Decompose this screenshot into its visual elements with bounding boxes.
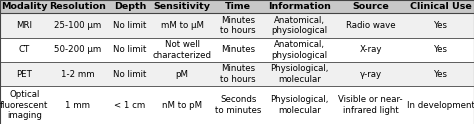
Text: 1-2 mm: 1-2 mm: [61, 70, 94, 79]
Text: Source: Source: [352, 2, 389, 11]
Text: 25-100 μm: 25-100 μm: [54, 21, 101, 30]
Text: PET: PET: [16, 70, 32, 79]
Text: In development: In development: [407, 101, 474, 110]
Bar: [0, 14, 474, 38]
Bar: [0, 0, 474, 14]
Text: pM: pM: [176, 70, 189, 79]
Text: Minutes: Minutes: [221, 45, 255, 54]
Text: γ-ray: γ-ray: [360, 70, 382, 79]
Text: X-ray: X-ray: [360, 45, 382, 54]
Text: No limit: No limit: [113, 45, 146, 54]
Text: < 1 cm: < 1 cm: [114, 101, 146, 110]
Text: Clinical Use: Clinical Use: [410, 2, 472, 11]
Text: MRI: MRI: [16, 21, 32, 30]
Text: Minutes
to hours: Minutes to hours: [220, 16, 256, 35]
Bar: [0, 86, 474, 124]
Text: Yes: Yes: [434, 45, 448, 54]
Text: nM to pM: nM to pM: [162, 101, 202, 110]
Text: No limit: No limit: [113, 70, 146, 79]
Text: Visible or near-
infrared light: Visible or near- infrared light: [338, 95, 403, 115]
Text: No limit: No limit: [113, 21, 146, 30]
Text: Sensitivity: Sensitivity: [154, 2, 211, 11]
Text: 1 mm: 1 mm: [65, 101, 90, 110]
Text: Yes: Yes: [434, 21, 448, 30]
Text: Time: Time: [225, 2, 251, 11]
Text: Information: Information: [268, 2, 331, 11]
Text: Yes: Yes: [434, 70, 448, 79]
Text: Seconds
to minutes: Seconds to minutes: [215, 95, 262, 115]
Text: Minutes
to hours: Minutes to hours: [220, 64, 256, 84]
Text: Resolution: Resolution: [49, 2, 106, 11]
Text: Anatomical,
physiological: Anatomical, physiological: [272, 40, 328, 60]
Text: Modality: Modality: [1, 2, 47, 11]
Bar: [0, 62, 474, 86]
Text: Physiological,
molecular: Physiological, molecular: [270, 64, 328, 84]
Text: 50-200 μm: 50-200 μm: [54, 45, 101, 54]
Text: mM to μM: mM to μM: [161, 21, 204, 30]
Text: Anatomical,
physiological: Anatomical, physiological: [272, 16, 328, 35]
Text: Optical
fluorescent
imaging: Optical fluorescent imaging: [0, 90, 48, 120]
Text: Physiological,
molecular: Physiological, molecular: [270, 95, 328, 115]
Text: CT: CT: [18, 45, 30, 54]
Bar: [0, 38, 474, 62]
Text: Not well
characterized: Not well characterized: [153, 40, 212, 60]
Text: Depth: Depth: [114, 2, 146, 11]
Text: Radio wave: Radio wave: [346, 21, 396, 30]
